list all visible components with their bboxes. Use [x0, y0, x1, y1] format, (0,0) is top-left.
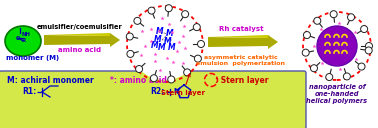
Text: asymmetric catalytic
emulsion  polymerization: asymmetric catalytic emulsion polymeriza… [197, 55, 285, 66]
Text: : Stern layer: : Stern layer [215, 76, 268, 85]
Polygon shape [208, 37, 268, 47]
Text: emulsifier/coemulsifier: emulsifier/coemulsifier [37, 24, 123, 30]
Circle shape [148, 7, 155, 14]
Text: monomer (M): monomer (M) [6, 55, 59, 61]
Text: nanoparticle of
one-handed
helical polymers: nanoparticle of one-handed helical polym… [307, 84, 367, 104]
Circle shape [168, 76, 175, 83]
Text: M: M [158, 42, 166, 51]
Polygon shape [110, 33, 120, 47]
Polygon shape [44, 35, 110, 45]
Circle shape [193, 24, 200, 31]
Circle shape [126, 33, 133, 40]
Circle shape [184, 69, 191, 76]
Text: *: amino acid: *: amino acid [110, 76, 167, 85]
Text: M: M [166, 29, 174, 38]
Text: R1:: R1: [22, 88, 36, 97]
Circle shape [317, 26, 357, 66]
Text: N: N [173, 88, 179, 94]
Polygon shape [268, 35, 278, 49]
Circle shape [366, 42, 372, 50]
Text: NH: NH [21, 32, 30, 37]
Text: M: M [164, 36, 172, 45]
Circle shape [197, 40, 204, 47]
Circle shape [136, 66, 143, 72]
Text: O: O [16, 35, 20, 40]
Circle shape [127, 50, 134, 57]
Circle shape [134, 17, 141, 24]
Circle shape [343, 73, 350, 80]
Circle shape [194, 55, 201, 62]
Circle shape [347, 14, 355, 21]
Circle shape [302, 49, 309, 56]
Circle shape [326, 74, 333, 81]
Text: M: M [151, 41, 159, 51]
Text: R: R [22, 39, 26, 44]
Circle shape [150, 75, 157, 82]
Text: amino acid: amino acid [59, 47, 102, 53]
Circle shape [304, 32, 310, 39]
Circle shape [165, 5, 172, 12]
Circle shape [361, 26, 368, 33]
Circle shape [358, 63, 365, 70]
Circle shape [129, 8, 201, 80]
Polygon shape [44, 33, 120, 40]
Circle shape [305, 14, 369, 78]
Text: M: M [154, 35, 162, 44]
Circle shape [314, 17, 321, 24]
FancyBboxPatch shape [0, 71, 306, 128]
Text: M: M [156, 26, 164, 35]
Text: M: M [168, 44, 176, 52]
Ellipse shape [5, 26, 41, 56]
Text: R2:: R2: [150, 88, 164, 97]
Circle shape [365, 47, 372, 54]
Text: Stern layer: Stern layer [161, 74, 205, 96]
Text: M: achiral monomer: M: achiral monomer [7, 76, 94, 85]
Circle shape [330, 11, 337, 18]
Polygon shape [208, 35, 278, 42]
Text: Rh catalyst: Rh catalyst [219, 26, 263, 32]
Circle shape [310, 65, 318, 72]
Circle shape [182, 11, 189, 18]
